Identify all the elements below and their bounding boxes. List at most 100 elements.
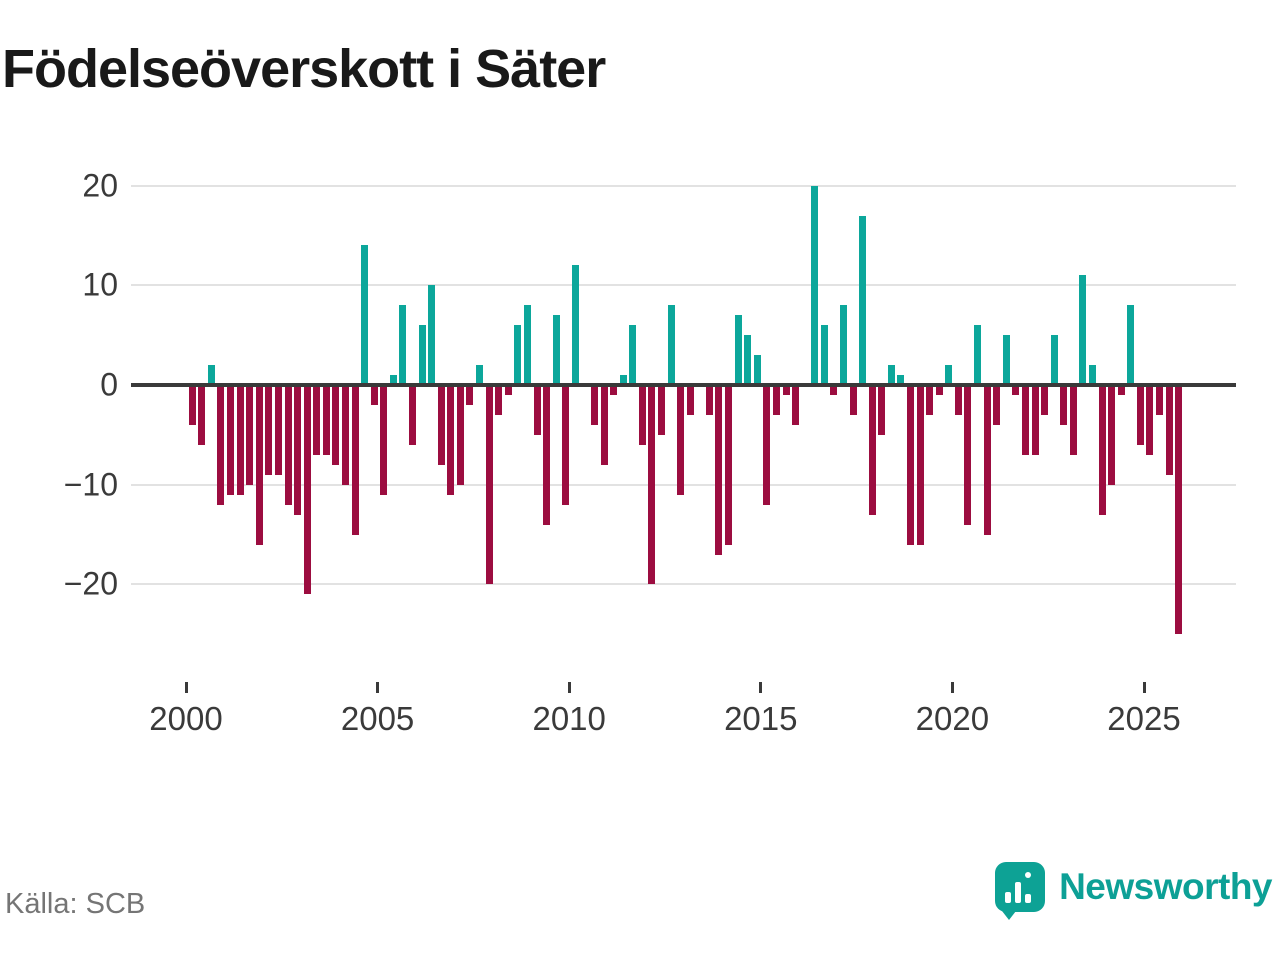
- bar-2009-q3[interactable]: [552, 315, 560, 385]
- bar-2001-q3[interactable]: [246, 385, 254, 485]
- bar-2021-q3[interactable]: [1012, 385, 1020, 395]
- bar-2025-q1[interactable]: [1146, 385, 1154, 455]
- bar-2011-q4[interactable]: [638, 385, 646, 445]
- bar-2009-q1[interactable]: [533, 385, 541, 435]
- bar-2022-q3[interactable]: [1050, 335, 1058, 385]
- bar-2024-q1[interactable]: [1108, 385, 1116, 485]
- bar-2002-q2[interactable]: [274, 385, 282, 475]
- bar-2000-q4[interactable]: [217, 385, 225, 505]
- bar-2019-q2[interactable]: [926, 385, 934, 415]
- bar-2018-q2[interactable]: [887, 365, 895, 385]
- bar-2001-q4[interactable]: [255, 385, 263, 545]
- bar-2023-q2[interactable]: [1079, 275, 1087, 385]
- bar-2009-q4[interactable]: [562, 385, 570, 505]
- bar-2024-q4[interactable]: [1136, 385, 1144, 445]
- bar-2008-q2[interactable]: [504, 385, 512, 395]
- bar-2021-q1[interactable]: [993, 385, 1001, 425]
- bar-2010-q3[interactable]: [590, 385, 598, 425]
- bar-2014-q2[interactable]: [734, 315, 742, 385]
- bar-2003-q3[interactable]: [322, 385, 330, 455]
- bar-2020-q2[interactable]: [964, 385, 972, 525]
- bar-2018-q3[interactable]: [897, 375, 905, 385]
- bar-2020-q4[interactable]: [983, 385, 991, 535]
- bar-2012-q1[interactable]: [648, 385, 656, 585]
- bar-2004-q2[interactable]: [351, 385, 359, 535]
- bar-2013-q4[interactable]: [715, 385, 723, 555]
- bar-2004-q4[interactable]: [370, 385, 378, 405]
- bar-2009-q2[interactable]: [543, 385, 550, 525]
- bar-2007-q2[interactable]: [466, 385, 474, 405]
- bar-2017-q4[interactable]: [868, 385, 876, 515]
- bar-2013-q3[interactable]: [705, 385, 713, 415]
- bar-2007-q3[interactable]: [476, 365, 483, 385]
- bar-2008-q3[interactable]: [514, 325, 522, 385]
- bar-2023-q3[interactable]: [1088, 365, 1096, 385]
- bar-2022-q4[interactable]: [1060, 385, 1068, 425]
- bar-2012-q4[interactable]: [677, 385, 685, 495]
- bar-2002-q3[interactable]: [284, 385, 292, 505]
- bar-2019-q4[interactable]: [945, 365, 953, 385]
- newsworthy-logo[interactable]: Newsworthy: [995, 862, 1272, 920]
- bar-2024-q3[interactable]: [1127, 305, 1135, 385]
- bar-2005-q2[interactable]: [389, 375, 397, 385]
- bar-2008-q4[interactable]: [523, 305, 531, 385]
- bar-2002-q4[interactable]: [294, 385, 301, 515]
- bar-2025-q4[interactable]: [1175, 385, 1183, 635]
- bar-2019-q3[interactable]: [935, 385, 943, 395]
- bar-2015-q1[interactable]: [763, 385, 771, 505]
- bar-2015-q2[interactable]: [772, 385, 780, 415]
- bar-2003-q2[interactable]: [313, 385, 321, 455]
- bar-2003-q1[interactable]: [303, 385, 311, 595]
- bar-2022-q2[interactable]: [1041, 385, 1049, 415]
- bar-2003-q4[interactable]: [332, 385, 340, 465]
- bar-2021-q4[interactable]: [1021, 385, 1029, 455]
- bar-2006-q1[interactable]: [418, 325, 426, 385]
- bar-2010-q4[interactable]: [600, 385, 608, 465]
- bar-2006-q3[interactable]: [437, 385, 445, 465]
- bar-2024-q2[interactable]: [1117, 385, 1125, 395]
- bar-2000-q3[interactable]: [207, 365, 215, 385]
- bar-2001-q2[interactable]: [236, 385, 244, 495]
- bar-2012-q3[interactable]: [667, 305, 675, 385]
- bar-2001-q1[interactable]: [227, 385, 234, 495]
- bar-2020-q3[interactable]: [974, 325, 981, 385]
- bar-2007-q4[interactable]: [485, 385, 493, 585]
- bar-2015-q3[interactable]: [782, 385, 790, 395]
- bar-2017-q3[interactable]: [859, 215, 867, 385]
- bar-2020-q1[interactable]: [954, 385, 962, 415]
- bar-2010-q1[interactable]: [571, 265, 579, 385]
- bar-2008-q1[interactable]: [495, 385, 503, 415]
- bar-2016-q2[interactable]: [811, 185, 819, 385]
- bar-2000-q1[interactable]: [188, 385, 196, 425]
- bar-2019-q1[interactable]: [916, 385, 924, 545]
- bar-2000-q2[interactable]: [198, 385, 206, 445]
- bar-2018-q1[interactable]: [878, 385, 886, 435]
- bar-2018-q4[interactable]: [907, 385, 914, 545]
- bar-2013-q1[interactable]: [686, 385, 694, 415]
- bar-2011-q1[interactable]: [610, 385, 618, 395]
- bar-2016-q4[interactable]: [830, 385, 838, 395]
- bar-2017-q2[interactable]: [849, 385, 857, 415]
- bar-2002-q1[interactable]: [265, 385, 273, 475]
- bar-2007-q1[interactable]: [456, 385, 464, 485]
- bar-2021-q2[interactable]: [1002, 335, 1010, 385]
- bar-2005-q4[interactable]: [409, 385, 416, 445]
- bar-2005-q3[interactable]: [399, 305, 407, 385]
- bar-2023-q4[interactable]: [1098, 385, 1106, 515]
- bar-2012-q2[interactable]: [658, 385, 665, 435]
- bar-2015-q4[interactable]: [792, 385, 800, 425]
- bar-2016-q3[interactable]: [820, 325, 828, 385]
- bar-2023-q1[interactable]: [1069, 385, 1077, 455]
- bar-2022-q1[interactable]: [1031, 385, 1039, 455]
- bar-2004-q3[interactable]: [361, 245, 369, 385]
- bar-2025-q3[interactable]: [1165, 385, 1173, 475]
- bar-2006-q2[interactable]: [428, 285, 436, 385]
- bar-2006-q4[interactable]: [447, 385, 455, 495]
- bar-2005-q1[interactable]: [380, 385, 388, 495]
- bar-2011-q3[interactable]: [629, 325, 637, 385]
- bar-2017-q1[interactable]: [839, 305, 847, 385]
- bar-2014-q1[interactable]: [725, 385, 732, 545]
- bar-2025-q2[interactable]: [1156, 385, 1163, 415]
- bar-2014-q4[interactable]: [753, 355, 761, 385]
- bar-2004-q1[interactable]: [341, 385, 349, 485]
